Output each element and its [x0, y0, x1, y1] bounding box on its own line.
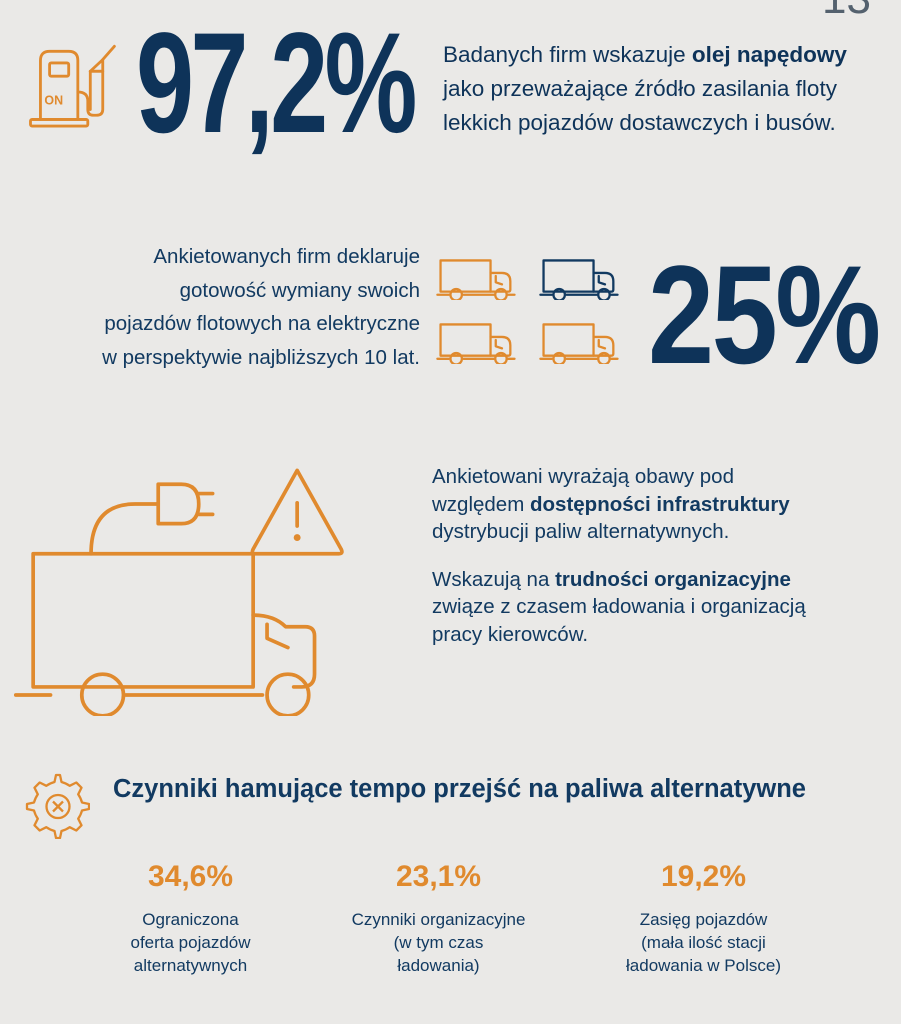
svg-text:ON: ON: [44, 93, 63, 107]
